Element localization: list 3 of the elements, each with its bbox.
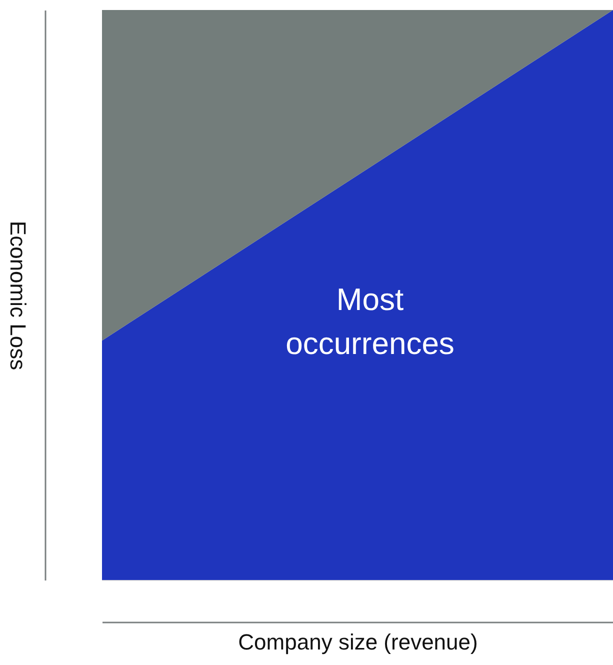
x-axis-title: Company size (revenue)	[238, 630, 478, 654]
y-axis-title: Economic Loss	[6, 220, 30, 370]
annotation: Most occurrences	[286, 282, 454, 361]
